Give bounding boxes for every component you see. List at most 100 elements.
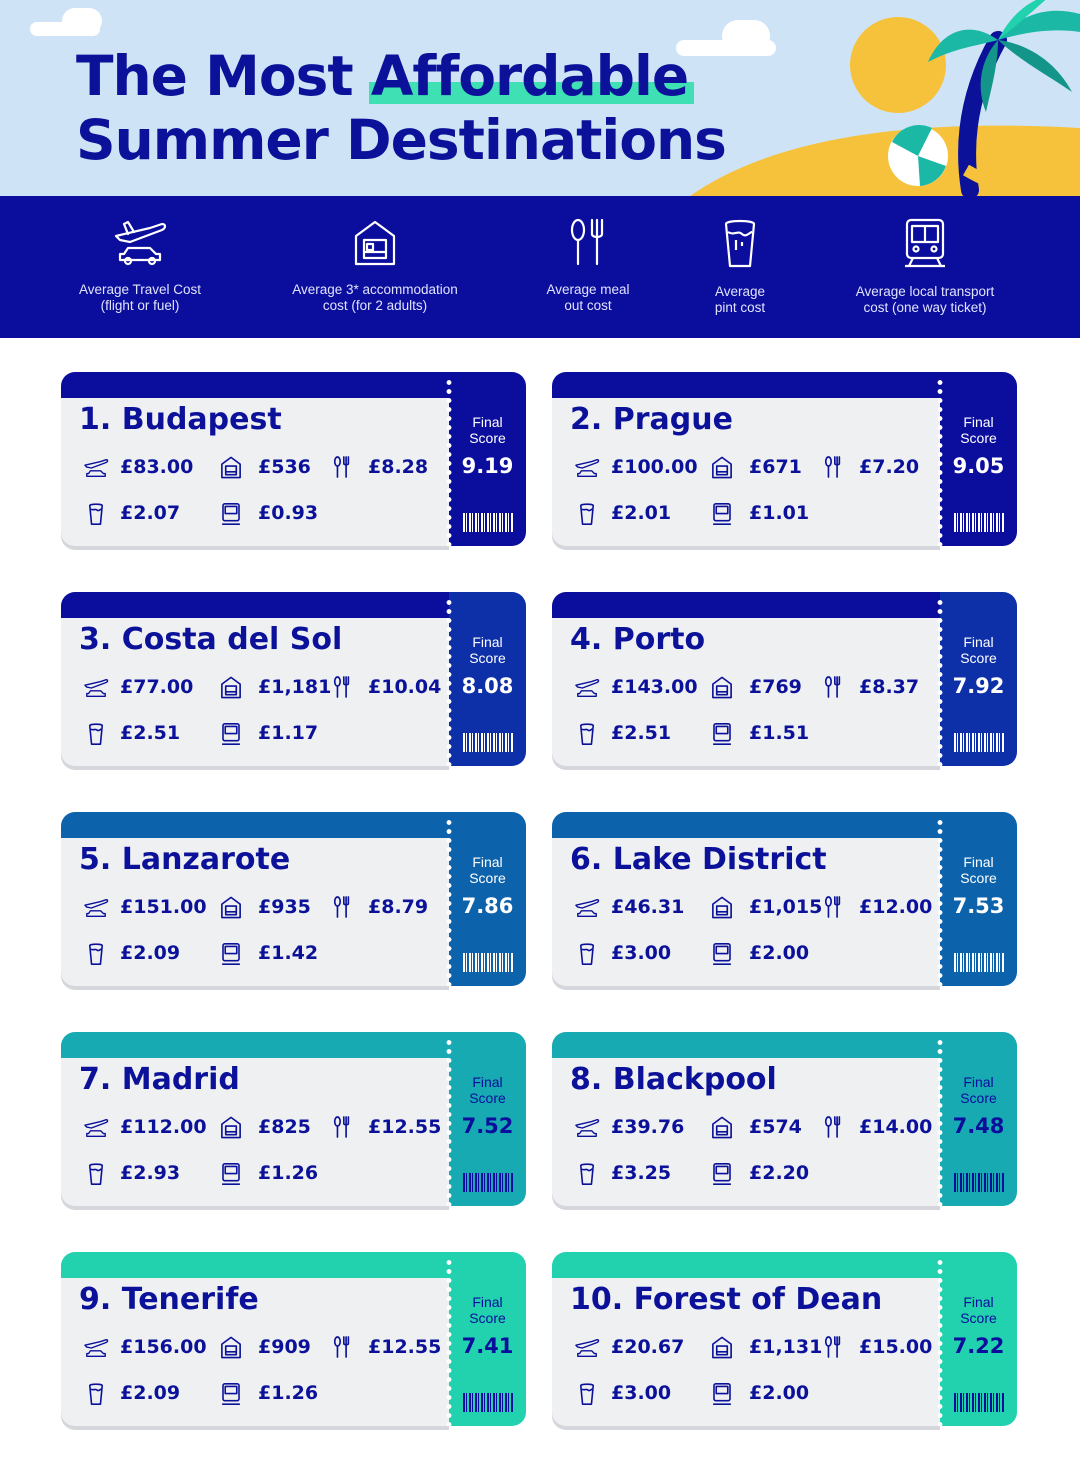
train-icon bbox=[220, 1162, 242, 1190]
final-score-label: Final Score bbox=[960, 1074, 997, 1106]
barcode bbox=[954, 1173, 1004, 1192]
destination-card: 4. Porto £143.00 £769 £8.37 £2.51 £1.51 Final … bbox=[552, 592, 1017, 770]
destination-card: 1. Budapest £83.00 £536 £8.28 £2.07 £0.93 Fina… bbox=[61, 372, 526, 550]
transport-cost: £2.20 bbox=[749, 1162, 810, 1184]
plane-car-icon bbox=[81, 456, 111, 484]
pint-cost: £2.09 bbox=[120, 1382, 181, 1404]
ticket-perforation bbox=[937, 1258, 943, 1426]
hotel-icon bbox=[219, 1334, 243, 1364]
hotel-icon bbox=[710, 674, 734, 704]
travel-cost: £100.00 bbox=[611, 456, 698, 478]
destination-name: 8. Blackpool bbox=[570, 1062, 777, 1097]
ticket-body bbox=[61, 838, 449, 986]
pint-icon bbox=[578, 502, 596, 530]
transport-cost: £2.00 bbox=[749, 1382, 810, 1404]
accommodation-cost: £1,181 bbox=[258, 676, 332, 698]
destination-card: 8. Blackpool £39.76 £574 £14.00 £3.25 £2.20 Fi… bbox=[552, 1032, 1017, 1210]
hotel-icon bbox=[710, 1114, 734, 1144]
travel-cost: £77.00 bbox=[120, 676, 194, 698]
ticket-body bbox=[61, 618, 449, 766]
travel-cost: £20.67 bbox=[611, 1336, 685, 1358]
cutlery-icon bbox=[823, 894, 843, 924]
final-score-value: 7.92 bbox=[952, 674, 1005, 698]
hotel-icon bbox=[710, 1334, 734, 1364]
pint-icon bbox=[578, 722, 596, 750]
hero-banner: The Most Affordable Summer Destinations bbox=[0, 0, 1080, 196]
plane-car-icon bbox=[81, 1116, 111, 1144]
hotel-icon bbox=[710, 454, 734, 484]
barcode bbox=[954, 513, 1004, 532]
pint-cost: £3.25 bbox=[611, 1162, 672, 1184]
final-score-label: Final Score bbox=[469, 1074, 506, 1106]
train-icon bbox=[220, 942, 242, 970]
cloud bbox=[722, 20, 770, 52]
ticket-strip bbox=[61, 812, 449, 840]
final-score-value: 7.48 bbox=[952, 1114, 1005, 1138]
destination-name: 4. Porto bbox=[570, 622, 706, 657]
final-score-value: 7.41 bbox=[461, 1334, 514, 1358]
legend-label-travel: Average Travel Cost (flight or fuel) bbox=[78, 282, 202, 313]
transport-cost: £1.01 bbox=[749, 502, 810, 524]
cutlery-icon bbox=[570, 218, 604, 266]
plane-car-icon bbox=[572, 1336, 602, 1364]
final-score-value: 9.05 bbox=[952, 454, 1005, 478]
train-icon bbox=[711, 722, 733, 750]
barcode bbox=[954, 1393, 1004, 1412]
legend-item-accommodation: Average 3* accommodation cost (for 2 adu… bbox=[278, 196, 472, 338]
pint-cost: £2.51 bbox=[120, 722, 181, 744]
plane-car-icon bbox=[572, 676, 602, 704]
cutlery-icon bbox=[823, 1114, 843, 1144]
beach-illustration bbox=[690, 0, 1080, 196]
destination-card: 2. Prague £100.00 £671 £7.20 £2.01 £1.01 Final… bbox=[552, 372, 1017, 550]
legend-label-accommodation: Average 3* accommodation cost (for 2 adu… bbox=[292, 282, 458, 313]
title-highlight: Affordable bbox=[368, 44, 695, 108]
accommodation-cost: £671 bbox=[749, 456, 802, 478]
hotel-icon bbox=[219, 674, 243, 704]
plane-car-icon bbox=[572, 1116, 602, 1144]
legend-label-meal: Average meal out cost bbox=[546, 282, 630, 313]
final-score-value: 7.52 bbox=[461, 1114, 514, 1138]
ticket-perforation bbox=[446, 378, 452, 546]
train-icon bbox=[711, 502, 733, 530]
ticket-body bbox=[61, 1058, 449, 1206]
barcode bbox=[463, 513, 513, 532]
meal-cost: £8.37 bbox=[859, 676, 920, 698]
final-score-label: Final Score bbox=[469, 1294, 506, 1326]
ticket-strip bbox=[552, 372, 940, 400]
pint-cost: £3.00 bbox=[611, 1382, 672, 1404]
destination-name: 6. Lake District bbox=[570, 842, 827, 877]
cutlery-icon bbox=[332, 1334, 352, 1364]
accommodation-cost: £769 bbox=[749, 676, 802, 698]
ticket-body bbox=[552, 1278, 940, 1426]
destination-card: 5. Lanzarote £151.00 £935 £8.79 £2.09 £1.42 Fi… bbox=[61, 812, 526, 990]
ticket-perforation bbox=[937, 1038, 943, 1206]
pint-icon bbox=[87, 1162, 105, 1190]
train-icon bbox=[711, 1162, 733, 1190]
hotel-icon bbox=[354, 220, 396, 266]
barcode bbox=[954, 953, 1004, 972]
ticket-perforation bbox=[446, 598, 452, 766]
ticket-strip bbox=[552, 812, 940, 840]
ticket-body bbox=[552, 398, 940, 546]
destination-name: 1. Budapest bbox=[79, 402, 282, 437]
final-score-label: Final Score bbox=[469, 414, 506, 446]
plane-car-icon bbox=[114, 220, 167, 266]
pint-cost: £2.93 bbox=[120, 1162, 181, 1184]
ticket-strip bbox=[552, 1252, 940, 1280]
legend-item-pint: Average pint cost bbox=[690, 196, 790, 338]
cutlery-icon bbox=[823, 454, 843, 484]
travel-cost: £143.00 bbox=[611, 676, 698, 698]
destination-name: 10. Forest of Dean bbox=[570, 1282, 883, 1317]
legend-label-transport: Average local transport cost (one way ti… bbox=[855, 284, 995, 315]
transport-cost: £0.93 bbox=[258, 502, 319, 524]
final-score-value: 9.19 bbox=[461, 454, 514, 478]
transport-cost: £1.17 bbox=[258, 722, 319, 744]
pint-icon bbox=[87, 1382, 105, 1410]
pint-icon bbox=[578, 1382, 596, 1410]
transport-cost: £1.51 bbox=[749, 722, 810, 744]
barcode bbox=[463, 733, 513, 752]
barcode bbox=[463, 953, 513, 972]
barcode bbox=[954, 733, 1004, 752]
ticket-body bbox=[552, 838, 940, 986]
travel-cost: £39.76 bbox=[611, 1116, 685, 1138]
